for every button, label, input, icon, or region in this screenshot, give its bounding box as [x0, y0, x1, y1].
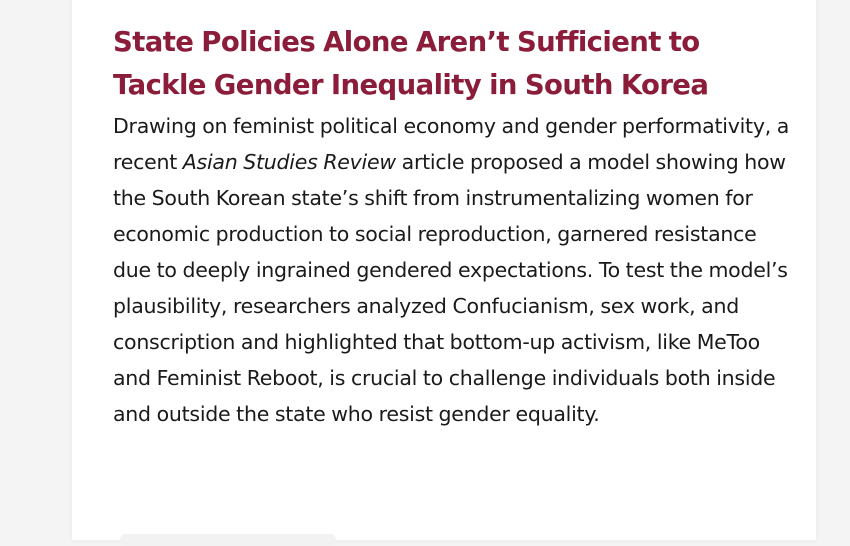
read-more-button[interactable] [120, 534, 336, 546]
article-content: State Policies Alone Aren’t Sufficient t… [113, 21, 793, 432]
summary-text-end: article proposed a model showing how the… [113, 150, 788, 426]
article-summary: Drawing on feminist political economy an… [113, 108, 793, 432]
journal-name: Asian Studies Review [182, 150, 396, 174]
article-card: State Policies Alone Aren’t Sufficient t… [72, 0, 816, 546]
article-title[interactable]: State Policies Alone Aren’t Sufficient t… [113, 26, 709, 101]
summary-text-start: Drawing on feminist political economy an… [113, 114, 790, 174]
